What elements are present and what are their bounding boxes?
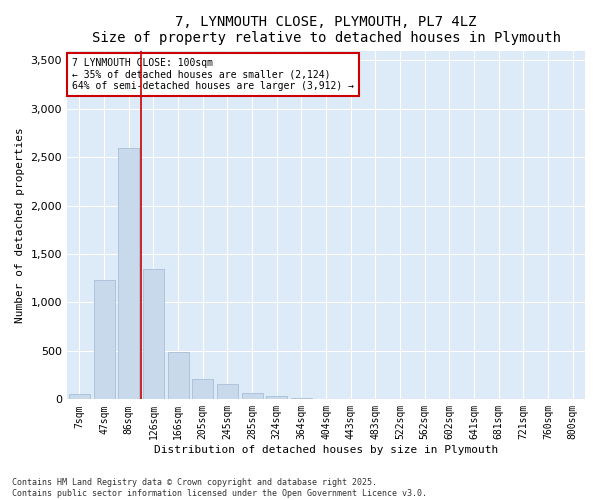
- Bar: [94, 280, 115, 400]
- Bar: [242, 393, 263, 400]
- Text: Contains HM Land Registry data © Crown copyright and database right 2025.
Contai: Contains HM Land Registry data © Crown c…: [12, 478, 427, 498]
- Text: 7 LYNMOUTH CLOSE: 100sqm
← 35% of detached houses are smaller (2,124)
64% of sem: 7 LYNMOUTH CLOSE: 100sqm ← 35% of detach…: [72, 58, 354, 90]
- Bar: [192, 379, 213, 400]
- Bar: [143, 268, 164, 400]
- Bar: [69, 394, 90, 400]
- Bar: [167, 352, 188, 400]
- X-axis label: Distribution of detached houses by size in Plymouth: Distribution of detached houses by size …: [154, 445, 498, 455]
- Y-axis label: Number of detached properties: Number of detached properties: [15, 127, 25, 323]
- Bar: [118, 148, 139, 400]
- Bar: [291, 398, 312, 400]
- Title: 7, LYNMOUTH CLOSE, PLYMOUTH, PL7 4LZ
Size of property relative to detached house: 7, LYNMOUTH CLOSE, PLYMOUTH, PL7 4LZ Siz…: [92, 15, 560, 45]
- Bar: [217, 384, 238, 400]
- Bar: [266, 396, 287, 400]
